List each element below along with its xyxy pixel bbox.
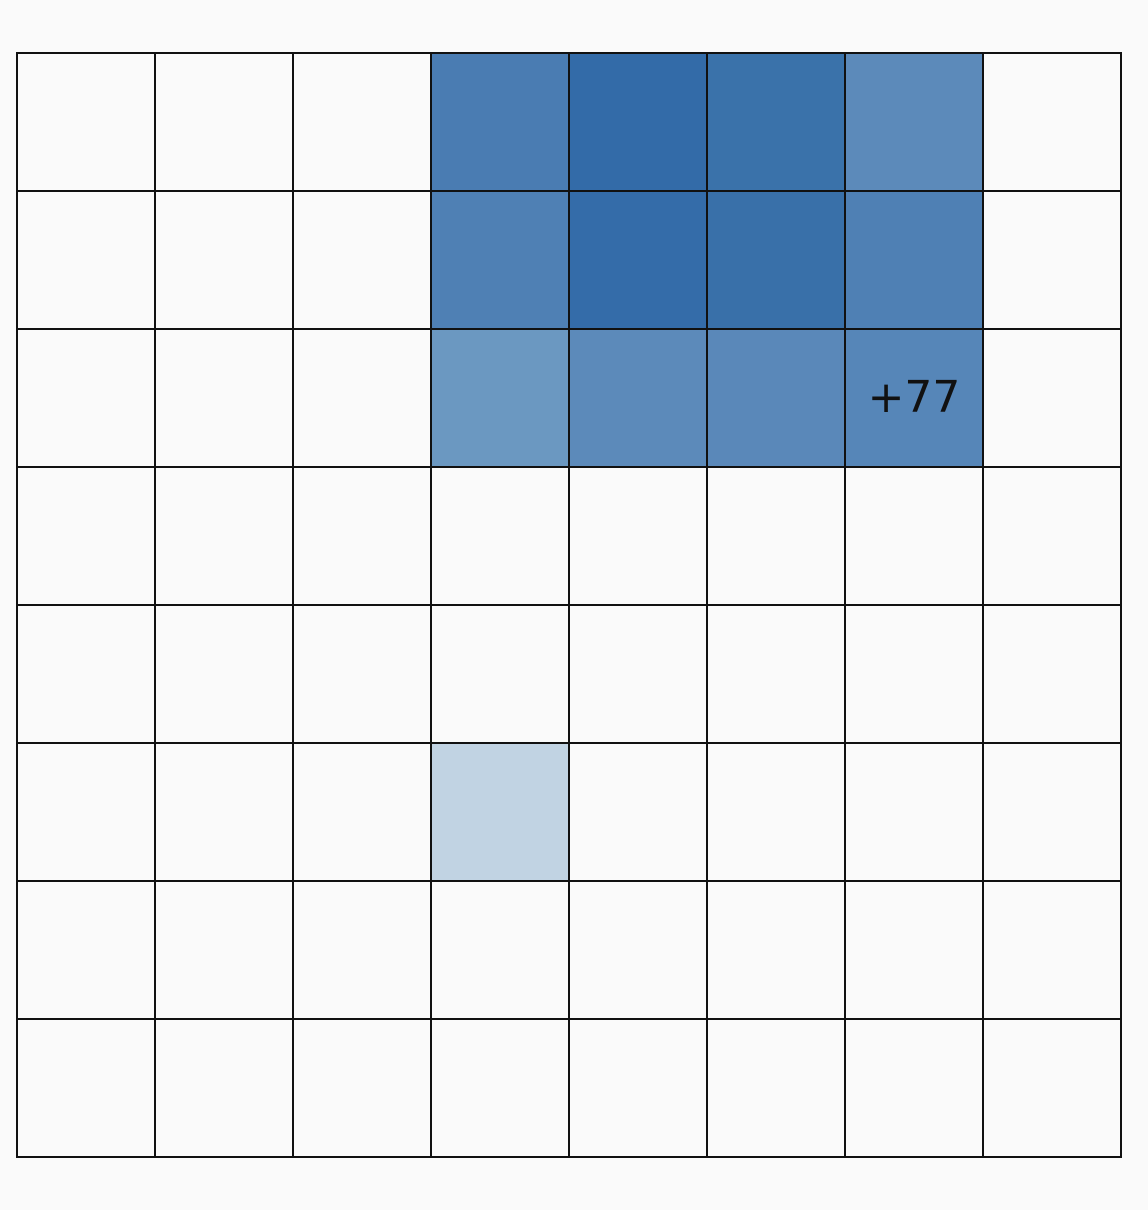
board-cell-r3-c1[interactable] [156, 468, 294, 606]
board-cell-r2-c3[interactable] [432, 330, 570, 468]
board-cell-r0-c1[interactable] [156, 54, 294, 192]
cell-score-label: +77 [867, 372, 961, 423]
board-cell-r6-c0[interactable] [18, 882, 156, 1020]
board-cell-r1-c7[interactable] [984, 192, 1122, 330]
board-cell-r2-c1[interactable] [156, 330, 294, 468]
board-cell-r0-c5[interactable] [708, 54, 846, 192]
board-cell-r2-c0[interactable] [18, 330, 156, 468]
board-cell-r0-c3[interactable] [432, 54, 570, 192]
board-cell-r5-c5[interactable] [708, 744, 846, 882]
board-cell-r7-c6[interactable] [846, 1020, 984, 1158]
board-cell-r0-c0[interactable] [18, 54, 156, 192]
board-cell-r5-c2[interactable] [294, 744, 432, 882]
board-cell-r4-c4[interactable] [570, 606, 708, 744]
board-cell-r7-c2[interactable] [294, 1020, 432, 1158]
board-cell-r4-c6[interactable] [846, 606, 984, 744]
board-cell-r4-c0[interactable] [18, 606, 156, 744]
board-cell-r5-c4[interactable] [570, 744, 708, 882]
board-cell-r2-c5[interactable] [708, 330, 846, 468]
board-cell-r7-c5[interactable] [708, 1020, 846, 1158]
board-cell-r0-c6[interactable] [846, 54, 984, 192]
board-cell-r4-c7[interactable] [984, 606, 1122, 744]
board-cell-r7-c1[interactable] [156, 1020, 294, 1158]
board-cell-r5-c6[interactable] [846, 744, 984, 882]
board-cell-r7-c4[interactable] [570, 1020, 708, 1158]
board-cell-r6-c4[interactable] [570, 882, 708, 1020]
board-cell-r1-c6[interactable] [846, 192, 984, 330]
board-cell-r1-c1[interactable] [156, 192, 294, 330]
board-cell-r6-c1[interactable] [156, 882, 294, 1020]
board-cell-r1-c5[interactable] [708, 192, 846, 330]
board-cell-r0-c7[interactable] [984, 54, 1122, 192]
board-cell-r4-c1[interactable] [156, 606, 294, 744]
board-cell-r7-c3[interactable] [432, 1020, 570, 1158]
board-cell-r5-c7[interactable] [984, 744, 1122, 882]
board-cell-r4-c2[interactable] [294, 606, 432, 744]
board-cell-r3-c7[interactable] [984, 468, 1122, 606]
board-cell-r6-c6[interactable] [846, 882, 984, 1020]
board-cell-r6-c5[interactable] [708, 882, 846, 1020]
board-cell-r7-c7[interactable] [984, 1020, 1122, 1158]
board-cell-r0-c4[interactable] [570, 54, 708, 192]
board-cell-r3-c6[interactable] [846, 468, 984, 606]
board-cell-r1-c0[interactable] [18, 192, 156, 330]
board-cell-r2-c7[interactable] [984, 330, 1122, 468]
board-cell-r1-c2[interactable] [294, 192, 432, 330]
board-cell-r7-c0[interactable] [18, 1020, 156, 1158]
board-cell-r3-c4[interactable] [570, 468, 708, 606]
board-cell-r3-c0[interactable] [18, 468, 156, 606]
board-cell-r2-c6[interactable]: +77 [846, 330, 984, 468]
game-board: +77 [16, 52, 1122, 1158]
board-cell-r4-c3[interactable] [432, 606, 570, 744]
board-cell-r5-c3[interactable] [432, 744, 570, 882]
board-cell-r1-c3[interactable] [432, 192, 570, 330]
board-cell-r2-c4[interactable] [570, 330, 708, 468]
board-cell-r5-c0[interactable] [18, 744, 156, 882]
board-cell-r3-c5[interactable] [708, 468, 846, 606]
board-cell-r6-c3[interactable] [432, 882, 570, 1020]
board-cell-r3-c2[interactable] [294, 468, 432, 606]
board-cell-r5-c1[interactable] [156, 744, 294, 882]
board-cell-r0-c2[interactable] [294, 54, 432, 192]
board-cell-r6-c2[interactable] [294, 882, 432, 1020]
board-cell-r1-c4[interactable] [570, 192, 708, 330]
board-cell-r3-c3[interactable] [432, 468, 570, 606]
board-cell-r6-c7[interactable] [984, 882, 1122, 1020]
board-cell-r4-c5[interactable] [708, 606, 846, 744]
board-cell-r2-c2[interactable] [294, 330, 432, 468]
